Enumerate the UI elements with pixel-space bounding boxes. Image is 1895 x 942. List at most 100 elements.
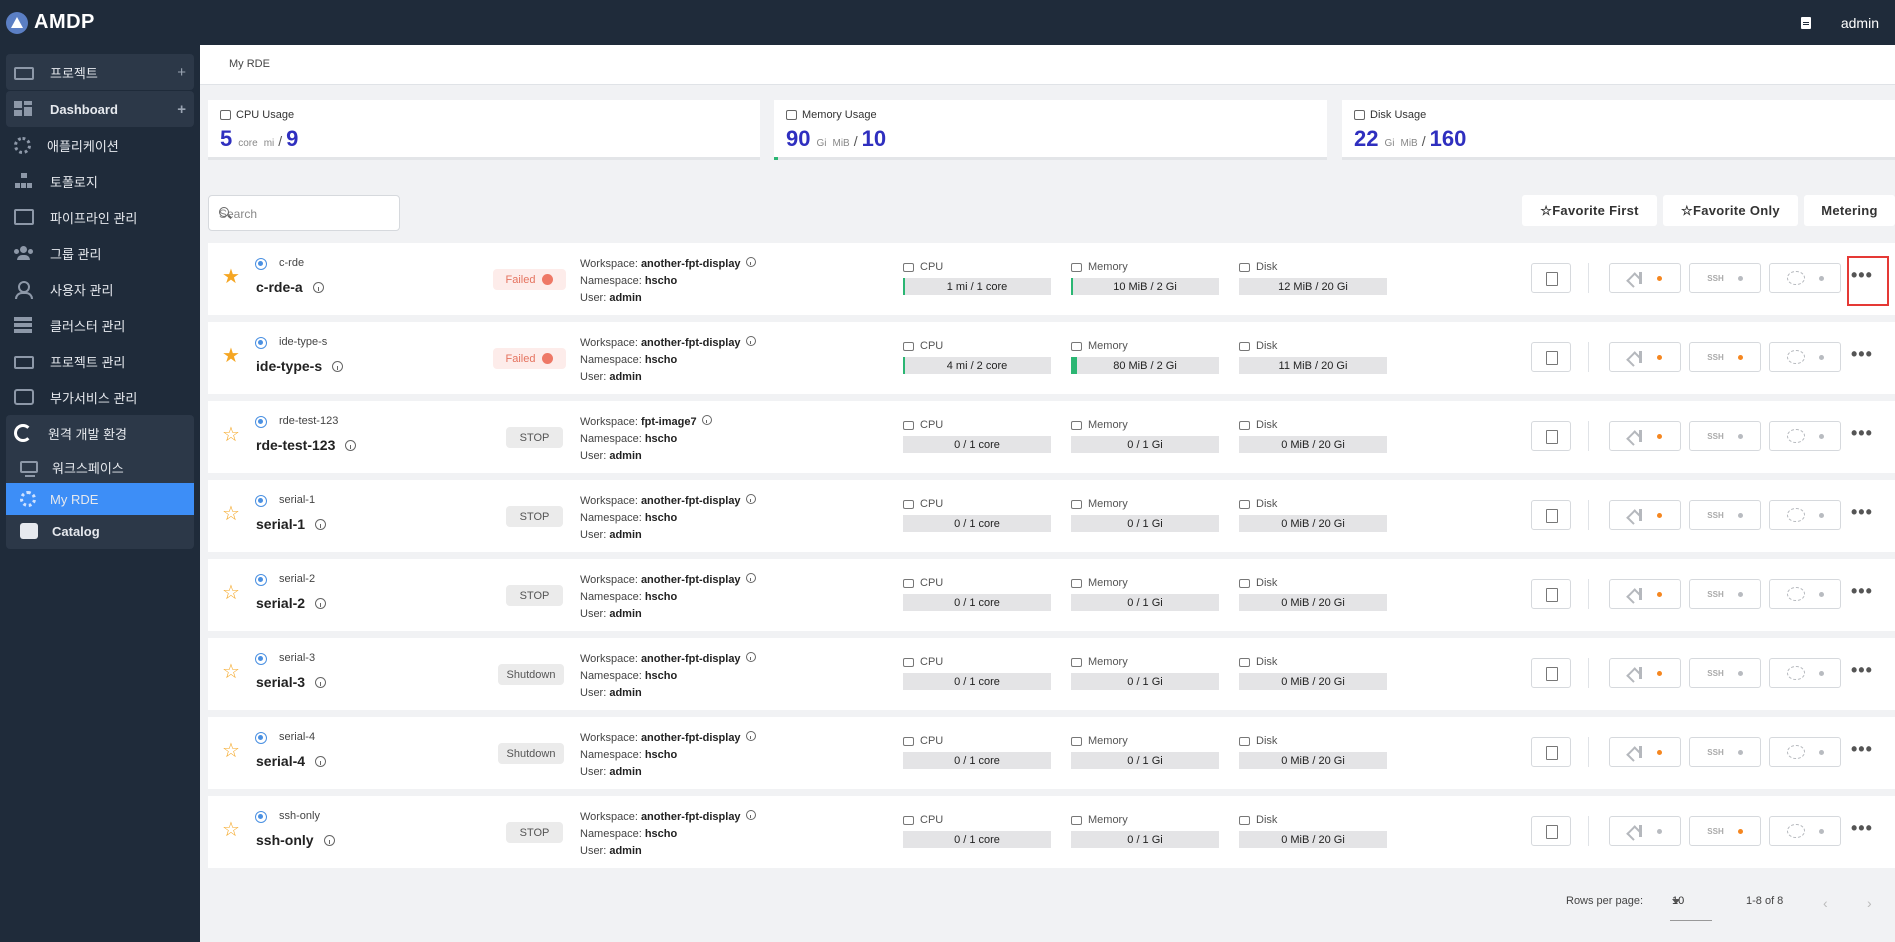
sidebar-item-cluster[interactable]: 클러스터 관리: [0, 307, 200, 343]
metering-button[interactable]: Metering: [1804, 195, 1895, 226]
ssh-button[interactable]: SSH: [1689, 737, 1761, 767]
jupyter-button[interactable]: [1769, 737, 1841, 767]
log-document-button[interactable]: [1531, 421, 1571, 451]
favorite-star-icon[interactable]: ☆: [222, 661, 240, 683]
ssh-button[interactable]: SSH: [1689, 579, 1761, 609]
jupyter-button[interactable]: [1769, 579, 1841, 609]
jupyter-button[interactable]: [1769, 421, 1841, 451]
more-options-button[interactable]: •••: [1851, 502, 1873, 522]
prev-page-button[interactable]: ‹: [1823, 895, 1828, 911]
vscode-button[interactable]: [1609, 658, 1681, 688]
info-icon[interactable]: [332, 360, 344, 372]
log-document-button[interactable]: [1531, 737, 1571, 767]
info-icon[interactable]: [345, 439, 357, 451]
jupyter-button[interactable]: [1769, 342, 1841, 372]
sidebar-item-workspace[interactable]: 워크스페이스: [6, 451, 194, 483]
log-document-button[interactable]: [1531, 342, 1571, 372]
ssh-button[interactable]: SSH: [1689, 500, 1761, 530]
search-input[interactable]: Search: [208, 195, 400, 231]
more-options-button[interactable]: •••: [1851, 660, 1873, 680]
namespace-name: hscho: [644, 670, 678, 682]
sidebar-item-topology[interactable]: 토폴로지: [0, 163, 200, 199]
sidebar-item-project-manage[interactable]: 프로젝트 관리: [0, 343, 200, 379]
more-options-button[interactable]: •••: [1851, 739, 1873, 759]
ssh-button[interactable]: SSH: [1689, 263, 1761, 293]
rde-name[interactable]: serial-4: [256, 753, 327, 769]
rde-name[interactable]: ide-type-s: [256, 358, 344, 374]
rde-name[interactable]: c-rde-a: [256, 279, 324, 295]
info-icon[interactable]: [745, 731, 756, 741]
info-icon[interactable]: [315, 597, 327, 609]
info-icon[interactable]: [745, 573, 756, 583]
info-icon[interactable]: [315, 518, 327, 530]
more-options-button[interactable]: •••: [1851, 344, 1873, 364]
log-document-button[interactable]: [1531, 500, 1571, 530]
sidebar-item-application[interactable]: 애플리케이션: [0, 127, 200, 163]
sidebar-item-project[interactable]: 프로젝트 +: [6, 54, 194, 90]
rows-per-page-select[interactable]: 10: [1670, 893, 1712, 921]
favorite-star-icon[interactable]: ☆: [222, 582, 240, 604]
favorite-star-icon[interactable]: ☆: [222, 424, 240, 446]
more-options-button[interactable]: •••: [1851, 581, 1873, 601]
favorite-star-icon[interactable]: ☆: [222, 740, 240, 762]
more-options-button[interactable]: •••: [1851, 818, 1873, 838]
favorite-only-button[interactable]: ☆Favorite Only: [1663, 195, 1798, 226]
ssh-button[interactable]: SSH: [1689, 658, 1761, 688]
ssh-button[interactable]: SSH: [1689, 342, 1761, 372]
info-icon[interactable]: [745, 810, 756, 820]
log-document-button[interactable]: [1531, 579, 1571, 609]
rde-name[interactable]: rde-test-123: [256, 437, 357, 453]
info-icon[interactable]: [323, 834, 335, 846]
vscode-button[interactable]: [1609, 816, 1681, 846]
favorite-first-button[interactable]: ☆Favorite First: [1522, 195, 1657, 226]
vscode-button[interactable]: [1609, 737, 1681, 767]
vscode-button[interactable]: [1609, 579, 1681, 609]
sidebar-item-dashboard[interactable]: Dashboard +: [6, 91, 194, 127]
add-project-button[interactable]: +: [177, 63, 186, 81]
sidebar-item-my-rde[interactable]: My RDE: [6, 483, 194, 515]
info-icon[interactable]: [315, 755, 327, 767]
jupyter-button[interactable]: [1769, 263, 1841, 293]
favorite-star-icon[interactable]: ☆: [222, 819, 240, 841]
sidebar-item-catalog[interactable]: Catalog: [6, 515, 194, 547]
log-document-button[interactable]: [1531, 263, 1571, 293]
ssh-button[interactable]: SSH: [1689, 421, 1761, 451]
more-options-button[interactable]: •••: [1851, 265, 1873, 285]
next-page-button[interactable]: ›: [1867, 895, 1872, 911]
more-options-button[interactable]: •••: [1851, 423, 1873, 443]
log-document-button[interactable]: [1531, 658, 1571, 688]
add-dashboard-button[interactable]: +: [177, 100, 186, 118]
favorite-star-icon[interactable]: ★: [222, 266, 240, 288]
info-icon[interactable]: [312, 281, 324, 293]
favorite-star-icon[interactable]: ☆: [222, 503, 240, 525]
log-document-button[interactable]: [1531, 816, 1571, 846]
app-logo[interactable]: AMDP: [6, 11, 95, 34]
sidebar-item-user[interactable]: 사용자 관리: [0, 271, 200, 307]
rde-name[interactable]: serial-3: [256, 674, 327, 690]
sidebar-item-addon[interactable]: 부가서비스 관리: [0, 379, 200, 415]
favorite-star-icon[interactable]: ★: [222, 345, 240, 367]
sidebar-item-rde[interactable]: 원격 개발 환경: [6, 415, 194, 451]
search-icon[interactable]: [219, 207, 229, 217]
info-icon[interactable]: [745, 336, 756, 346]
vscode-button[interactable]: [1609, 421, 1681, 451]
rde-name[interactable]: serial-2: [256, 595, 327, 611]
info-icon[interactable]: [701, 415, 712, 425]
rde-name[interactable]: serial-1: [256, 516, 327, 532]
jupyter-button[interactable]: [1769, 500, 1841, 530]
user-menu[interactable]: admin: [1840, 14, 1879, 31]
sidebar-item-group[interactable]: 그룹 관리: [0, 235, 200, 271]
vscode-button[interactable]: [1609, 342, 1681, 372]
vscode-button[interactable]: [1609, 500, 1681, 530]
document-icon[interactable]: [1800, 16, 1811, 29]
info-icon[interactable]: [745, 652, 756, 662]
info-icon[interactable]: [745, 257, 756, 267]
rde-name[interactable]: ssh-only: [256, 832, 335, 848]
sidebar-item-pipeline[interactable]: 파이프라인 관리: [0, 199, 200, 235]
ssh-button[interactable]: SSH: [1689, 816, 1761, 846]
info-icon[interactable]: [745, 494, 756, 504]
jupyter-button[interactable]: [1769, 658, 1841, 688]
info-icon[interactable]: [315, 676, 327, 688]
jupyter-button[interactable]: [1769, 816, 1841, 846]
vscode-button[interactable]: [1609, 263, 1681, 293]
